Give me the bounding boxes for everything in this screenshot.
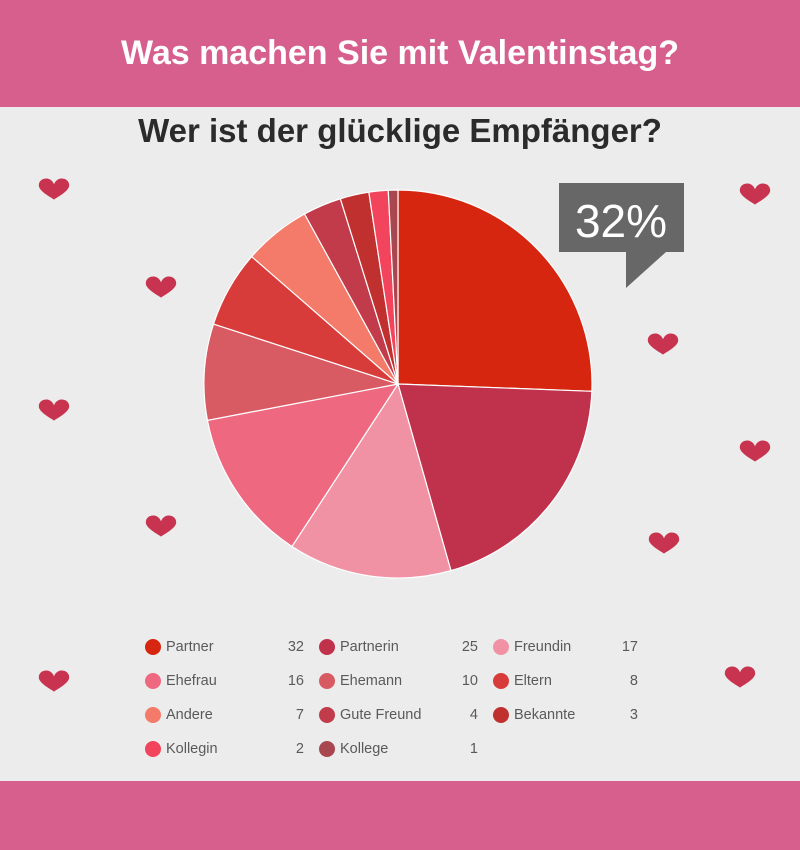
- pie-slice-partner: [397, 189, 593, 392]
- legend-value: 25: [461, 639, 478, 655]
- legend-swatch: [493, 707, 509, 723]
- heart-icon: [739, 183, 771, 205]
- heart-icon: [648, 532, 680, 554]
- legend-item: Eltern 8: [493, 670, 653, 692]
- legend-value: 2: [295, 741, 304, 757]
- legend-value: 17: [621, 639, 638, 655]
- callout-box: [559, 183, 684, 288]
- heart-icon: [38, 178, 70, 200]
- page-title: Was machen Sie mit Valentinstag?: [120, 34, 679, 72]
- header-banner: Was machen Sie mit Valentinstag?: [0, 0, 800, 107]
- legend-item: Bekannte 3: [493, 704, 653, 726]
- chart-title: Wer ist der glücklige Empfänger?: [138, 112, 662, 149]
- legend-label: Partnerin: [340, 639, 399, 655]
- value-callout: 32%: [559, 183, 684, 288]
- legend-item: Ehefrau 16: [145, 670, 319, 692]
- legend-item: Kollege 1: [319, 738, 493, 760]
- pie-slice-kollege: [387, 189, 399, 385]
- legend-label: Eltern: [514, 673, 552, 689]
- legend-swatch: [319, 673, 335, 689]
- legend-swatch: [145, 673, 161, 689]
- heart-icon: [647, 333, 679, 355]
- pie-slice-ehemann: [203, 323, 399, 422]
- chart-legend: Partner 32 Partnerin 25 Freundin 17 Ehefrau 16 E…: [145, 636, 665, 760]
- legend-value: 8: [629, 673, 638, 689]
- pie-slice-ehefrau: [206, 383, 400, 548]
- legend-value: 7: [295, 707, 304, 723]
- legend-label: Kollegin: [166, 741, 218, 757]
- legend-item: Partnerin 25: [319, 636, 493, 658]
- legend-value: 10: [461, 673, 478, 689]
- legend-swatch: [145, 639, 161, 655]
- heart-icon: [145, 515, 177, 537]
- legend-swatch: [145, 741, 161, 757]
- callout-text: 32%: [575, 195, 667, 247]
- legend-swatch: [319, 639, 335, 655]
- heart-icon: [145, 276, 177, 298]
- legend-item: Kollegin 2: [145, 738, 319, 760]
- legend-item: Partner 32: [145, 636, 319, 658]
- legend-swatch: [493, 639, 509, 655]
- heart-icon: [739, 440, 771, 462]
- legend-label: Ehefrau: [166, 673, 217, 689]
- legend-item: Freundin 17: [493, 636, 653, 658]
- heart-icon: [38, 399, 70, 421]
- legend-swatch: [493, 673, 509, 689]
- legend-value: 3: [629, 707, 638, 723]
- heart-icon: [38, 670, 70, 692]
- legend-label: Andere: [166, 707, 213, 723]
- pie-slice-freundin: [291, 382, 452, 579]
- legend-label: Ehemann: [340, 673, 403, 689]
- legend-swatch: [319, 741, 335, 757]
- legend-label: Kollege: [340, 741, 389, 757]
- footer-banner: [0, 781, 800, 850]
- legend-label: Partner: [166, 639, 214, 655]
- legend-value: 32: [287, 639, 304, 655]
- legend-item: Gute Freund 4: [319, 704, 493, 726]
- legend-value: 4: [469, 707, 478, 723]
- heart-icon: [724, 666, 756, 688]
- legend-swatch: [319, 707, 335, 723]
- legend-label: Freundin: [514, 639, 572, 655]
- legend-item: Ehemann 10: [319, 670, 493, 692]
- legend-value: 1: [469, 741, 478, 757]
- hearts-decoration: [38, 178, 771, 692]
- legend-label: Gute Freund: [340, 707, 422, 723]
- legend-swatch: [145, 707, 161, 723]
- pie-chart: [203, 189, 593, 579]
- legend-item: Andere 7: [145, 704, 319, 726]
- legend-label: Bekannte: [514, 707, 576, 723]
- legend-value: 16: [287, 673, 304, 689]
- pie-slice-partnerin: [397, 383, 593, 572]
